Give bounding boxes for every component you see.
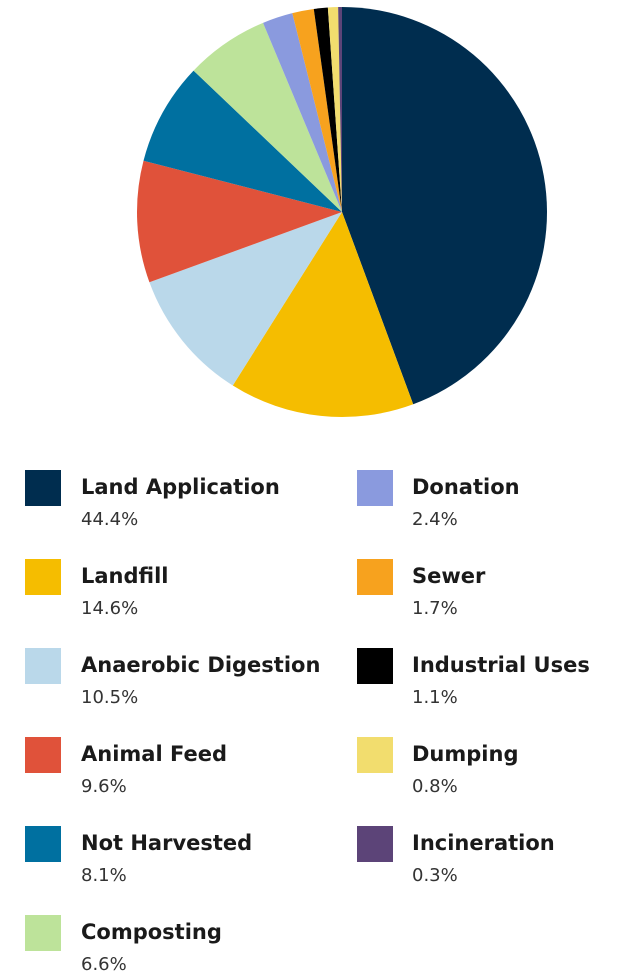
legend-label: Industrial Uses bbox=[412, 653, 590, 677]
legend-swatch bbox=[357, 737, 393, 773]
legend-value: 0.8% bbox=[412, 776, 458, 797]
legend-swatch bbox=[25, 470, 61, 506]
legend-value: 2.4% bbox=[412, 509, 458, 530]
legend-label: Incineration bbox=[412, 831, 555, 855]
legend-label: Landfill bbox=[81, 564, 169, 588]
legend-swatch bbox=[25, 915, 61, 951]
legend-value: 9.6% bbox=[81, 776, 127, 797]
legend-label: Sewer bbox=[412, 564, 486, 588]
pie-slice bbox=[263, 13, 342, 213]
legend-value: 44.4% bbox=[81, 509, 138, 530]
legend-swatch bbox=[25, 648, 61, 684]
legend-swatch bbox=[357, 826, 393, 862]
pie-slice bbox=[137, 160, 342, 283]
legend-swatch bbox=[357, 559, 393, 595]
legend-value: 1.1% bbox=[412, 687, 458, 708]
legend-label: Composting bbox=[81, 920, 222, 944]
legend-value: 8.1% bbox=[81, 865, 127, 886]
pie-slice bbox=[327, 7, 342, 212]
legend-label: Donation bbox=[412, 475, 520, 499]
pie-slice bbox=[143, 70, 342, 213]
legend-label: Land Application bbox=[81, 475, 280, 499]
legend-value: 0.3% bbox=[412, 865, 458, 886]
pie-slice bbox=[313, 7, 342, 212]
legend-swatch bbox=[357, 470, 393, 506]
pie-slice bbox=[232, 212, 414, 417]
legend-value: 1.7% bbox=[412, 598, 458, 619]
legend-label: Dumping bbox=[412, 742, 518, 766]
legend-swatch bbox=[25, 826, 61, 862]
legend-swatch bbox=[357, 648, 393, 684]
legend-label: Not Harvested bbox=[81, 831, 252, 855]
legend-label: Anaerobic Digestion bbox=[81, 653, 320, 677]
pie-slice bbox=[193, 22, 342, 212]
pie-slice bbox=[149, 212, 342, 386]
legend-value: 6.6% bbox=[81, 954, 127, 975]
pie-slice bbox=[338, 7, 342, 212]
pie-slice bbox=[292, 8, 342, 213]
legend-swatch bbox=[25, 737, 61, 773]
legend-swatch bbox=[25, 559, 61, 595]
legend-value: 10.5% bbox=[81, 687, 138, 708]
legend-label: Animal Feed bbox=[81, 742, 227, 766]
pie-slice bbox=[342, 7, 547, 405]
legend-value: 14.6% bbox=[81, 598, 138, 619]
